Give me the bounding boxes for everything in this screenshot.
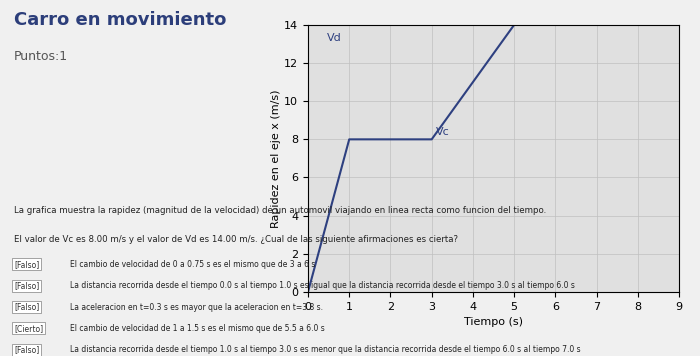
Text: La distancia recorrida desde el tiempo 1.0 s al tiempo 3.0 s es menor que la dis: La distancia recorrida desde el tiempo 1… [70,345,580,354]
Y-axis label: Rapidez en el eje x (m/s): Rapidez en el eje x (m/s) [272,89,281,228]
Text: [Falso]: [Falso] [14,303,39,312]
Text: Vc: Vc [436,127,449,137]
Text: El cambio de velocidad de 1 a 1.5 s es el mismo que de 5.5 a 6.0 s: El cambio de velocidad de 1 a 1.5 s es e… [70,324,325,333]
Text: Puntos:1: Puntos:1 [14,50,68,63]
Text: [Falso]: [Falso] [14,281,39,290]
Text: El cambio de velocidad de 0 a 0.75 s es el mismo que de 3 a 6 s: El cambio de velocidad de 0 a 0.75 s es … [70,260,316,269]
Text: La distancia recorrida desde el tiempo 0.0 s al tiempo 1.0 s es igual que la dis: La distancia recorrida desde el tiempo 0… [70,281,575,290]
Text: La aceleracion en t=0.3 s es mayor que la aceleracion en t=3.8 s.: La aceleracion en t=0.3 s es mayor que l… [70,303,323,312]
Text: Carro en movimiento: Carro en movimiento [14,11,226,29]
Text: El valor de Vc es 8.00 m/s y el valor de Vd es 14.00 m/s. ¿Cual de las siguiente: El valor de Vc es 8.00 m/s y el valor de… [14,235,458,244]
X-axis label: Tiempo (s): Tiempo (s) [464,317,523,327]
Text: [Cierto]: [Cierto] [14,324,43,333]
Text: [Falso]: [Falso] [14,260,39,269]
Text: Vd: Vd [326,33,342,43]
Text: [Falso]: [Falso] [14,345,39,354]
Text: La grafica muestra la rapidez (magnitud de la velocidad) de un automovil viajand: La grafica muestra la rapidez (magnitud … [14,206,546,215]
